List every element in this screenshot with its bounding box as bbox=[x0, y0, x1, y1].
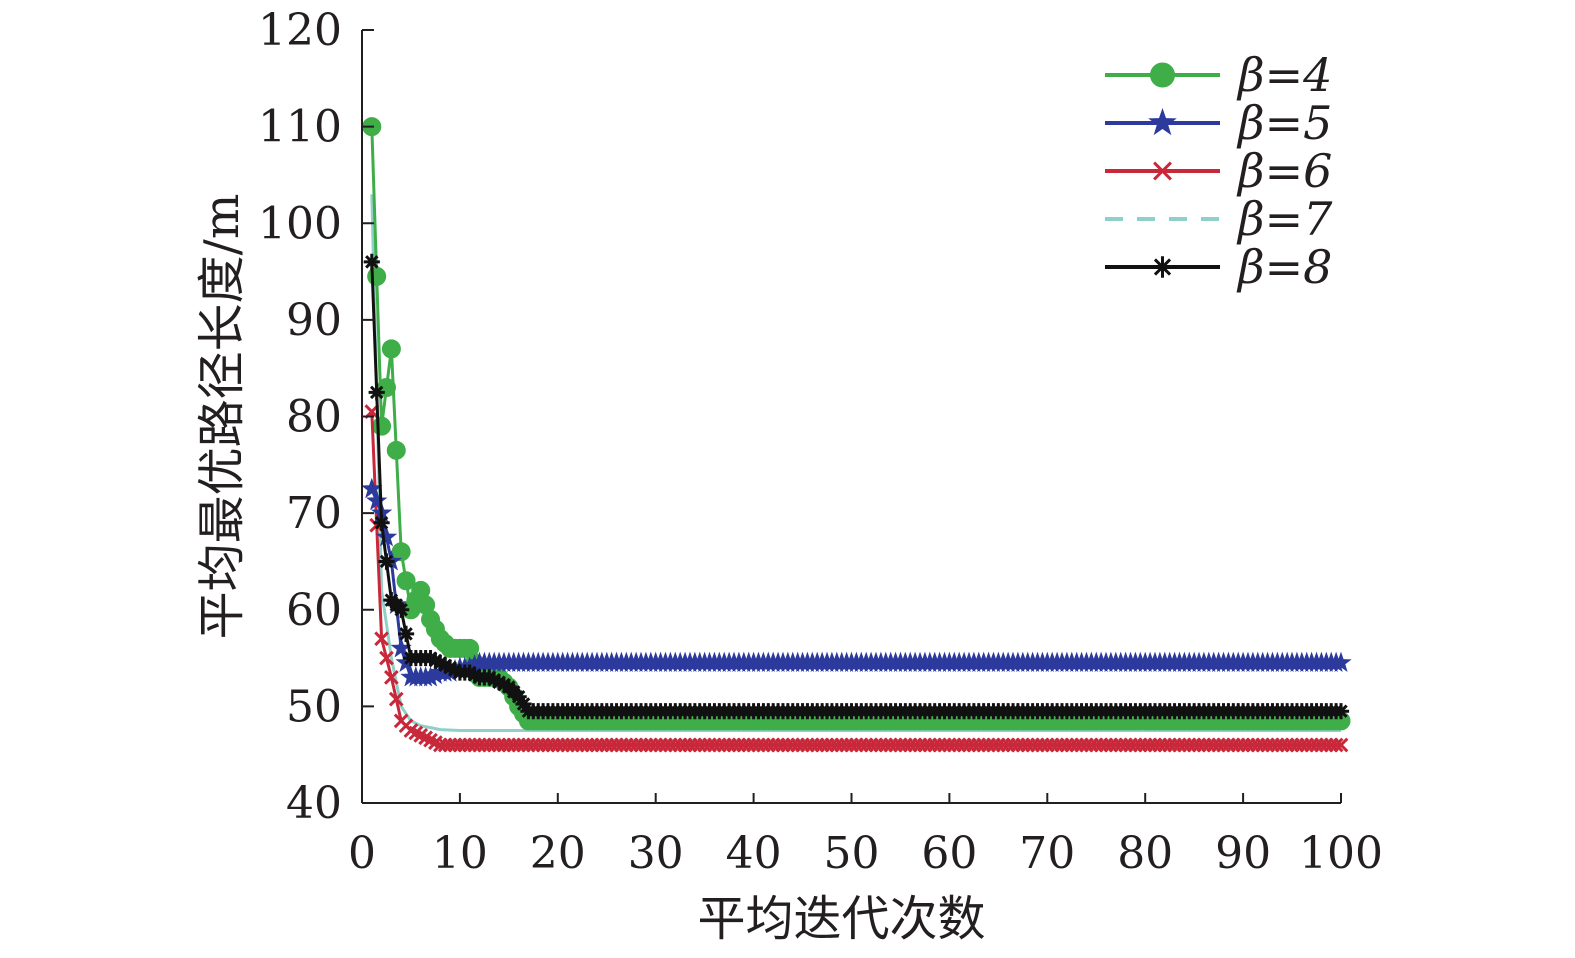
data-point-marker bbox=[419, 666, 442, 687]
data-point-marker bbox=[368, 384, 385, 401]
data-point-marker bbox=[1153, 161, 1172, 181]
data-point-marker bbox=[373, 514, 390, 531]
legend-item: β=7 bbox=[1105, 192, 1333, 246]
legend-item: β=8 bbox=[1105, 240, 1332, 294]
data-point-marker bbox=[486, 671, 503, 688]
data-point-marker bbox=[372, 416, 392, 436]
y-tick-label: 110 bbox=[258, 102, 342, 153]
series-3 bbox=[364, 404, 1349, 753]
series-line bbox=[370, 261, 1341, 713]
series-line bbox=[370, 488, 1341, 679]
data-point-marker bbox=[463, 654, 486, 675]
data-point-marker bbox=[397, 625, 415, 643]
data-point-marker bbox=[495, 676, 513, 693]
legend-label: β=5 bbox=[1236, 96, 1332, 150]
data-point-marker bbox=[363, 253, 380, 270]
data-point-marker bbox=[515, 695, 532, 713]
data-point-marker bbox=[510, 688, 527, 705]
data-point-marker bbox=[422, 649, 439, 667]
legend-label: β=4 bbox=[1236, 48, 1332, 102]
x-tick-label: 20 bbox=[530, 828, 586, 879]
data-point-marker bbox=[1328, 737, 1344, 753]
data-point-marker bbox=[388, 691, 404, 707]
data-point-marker bbox=[1332, 703, 1350, 720]
series-5 bbox=[363, 253, 1350, 720]
x-tick-label: 60 bbox=[921, 828, 977, 879]
data-point-marker bbox=[427, 652, 444, 669]
data-point-marker bbox=[367, 266, 387, 286]
data-point-marker bbox=[381, 339, 401, 359]
x-tick-label: 90 bbox=[1215, 828, 1271, 879]
x-axis-title: 平均迭代次数 bbox=[697, 891, 985, 947]
data-point-marker bbox=[361, 477, 383, 499]
x-tick-label: 70 bbox=[1019, 828, 1075, 879]
axes: 0 10 20 30 40 50 60 70 80 90 100 40 50 60 70 80 90 100 11… bbox=[258, 5, 1383, 879]
data-point-marker bbox=[1333, 737, 1349, 753]
series-layer bbox=[361, 117, 1352, 753]
legend-label: β=7 bbox=[1236, 192, 1333, 246]
data-point-marker bbox=[393, 601, 410, 618]
legend-label: β=8 bbox=[1236, 240, 1332, 294]
data-point-marker bbox=[490, 674, 508, 691]
series-line bbox=[370, 126, 1341, 723]
x-tick-label: 50 bbox=[824, 828, 880, 879]
data-point-marker bbox=[481, 669, 498, 686]
legend-item: β=6 bbox=[1105, 144, 1332, 198]
data-point-marker bbox=[1151, 256, 1174, 278]
x-tick-label: 30 bbox=[628, 828, 684, 879]
x-tick-label: 0 bbox=[348, 828, 376, 879]
y-tick-label: 50 bbox=[286, 681, 342, 732]
y-tick-label: 80 bbox=[286, 392, 342, 443]
x-tick-label: 80 bbox=[1117, 828, 1173, 879]
legend: β=4β=5β=6β=7β=8 bbox=[1105, 48, 1333, 294]
data-point-marker bbox=[375, 526, 398, 547]
x-tick-label: 40 bbox=[726, 828, 782, 879]
data-point-marker bbox=[366, 489, 388, 511]
y-tick-label: 70 bbox=[286, 488, 342, 539]
series-2 bbox=[361, 477, 1352, 687]
data-point-marker bbox=[1330, 651, 1352, 672]
data-point-marker bbox=[379, 650, 394, 666]
y-tick-label: 40 bbox=[286, 778, 342, 829]
y-tick-label: 90 bbox=[286, 295, 342, 346]
series-4 bbox=[370, 194, 1341, 732]
data-point-marker bbox=[437, 657, 454, 674]
legend-item: β=5 bbox=[1105, 96, 1332, 150]
y-axis-title: 平均最优路径长度/m bbox=[194, 194, 250, 640]
plot-area: 0 10 20 30 40 50 60 70 80 90 100 40 50 60 70 80 90 100 11… bbox=[258, 5, 1383, 879]
series-line bbox=[370, 194, 1341, 732]
data-point-marker bbox=[384, 670, 399, 685]
data-point-marker bbox=[390, 637, 412, 658]
series-1 bbox=[362, 117, 1351, 731]
data-point-marker bbox=[1148, 108, 1177, 136]
data-point-marker bbox=[442, 659, 459, 676]
data-point-marker bbox=[374, 631, 389, 647]
data-point-marker bbox=[386, 440, 406, 460]
data-point-marker bbox=[424, 663, 447, 685]
data-point-marker bbox=[432, 654, 449, 671]
legend-label: β=6 bbox=[1236, 144, 1332, 198]
y-tick-label: 100 bbox=[258, 198, 342, 249]
y-tick-label: 120 bbox=[258, 5, 342, 56]
data-point-marker bbox=[1150, 62, 1175, 88]
x-tick-label: 100 bbox=[1299, 828, 1383, 879]
x-tick-label: 10 bbox=[432, 828, 488, 879]
x-ticks: 0 10 20 30 40 50 60 70 80 90 100 bbox=[348, 793, 1383, 879]
y-tick-label: 60 bbox=[286, 585, 342, 636]
data-point-marker bbox=[378, 553, 395, 570]
data-point-marker bbox=[461, 664, 478, 681]
data-point-marker bbox=[466, 666, 483, 684]
data-point-marker bbox=[391, 542, 411, 562]
legend-item: β=4 bbox=[1105, 48, 1332, 102]
data-point-marker bbox=[396, 571, 416, 591]
y-ticks: 40 50 60 70 80 90 100 110 120 bbox=[258, 5, 374, 829]
data-point-marker bbox=[446, 662, 464, 679]
